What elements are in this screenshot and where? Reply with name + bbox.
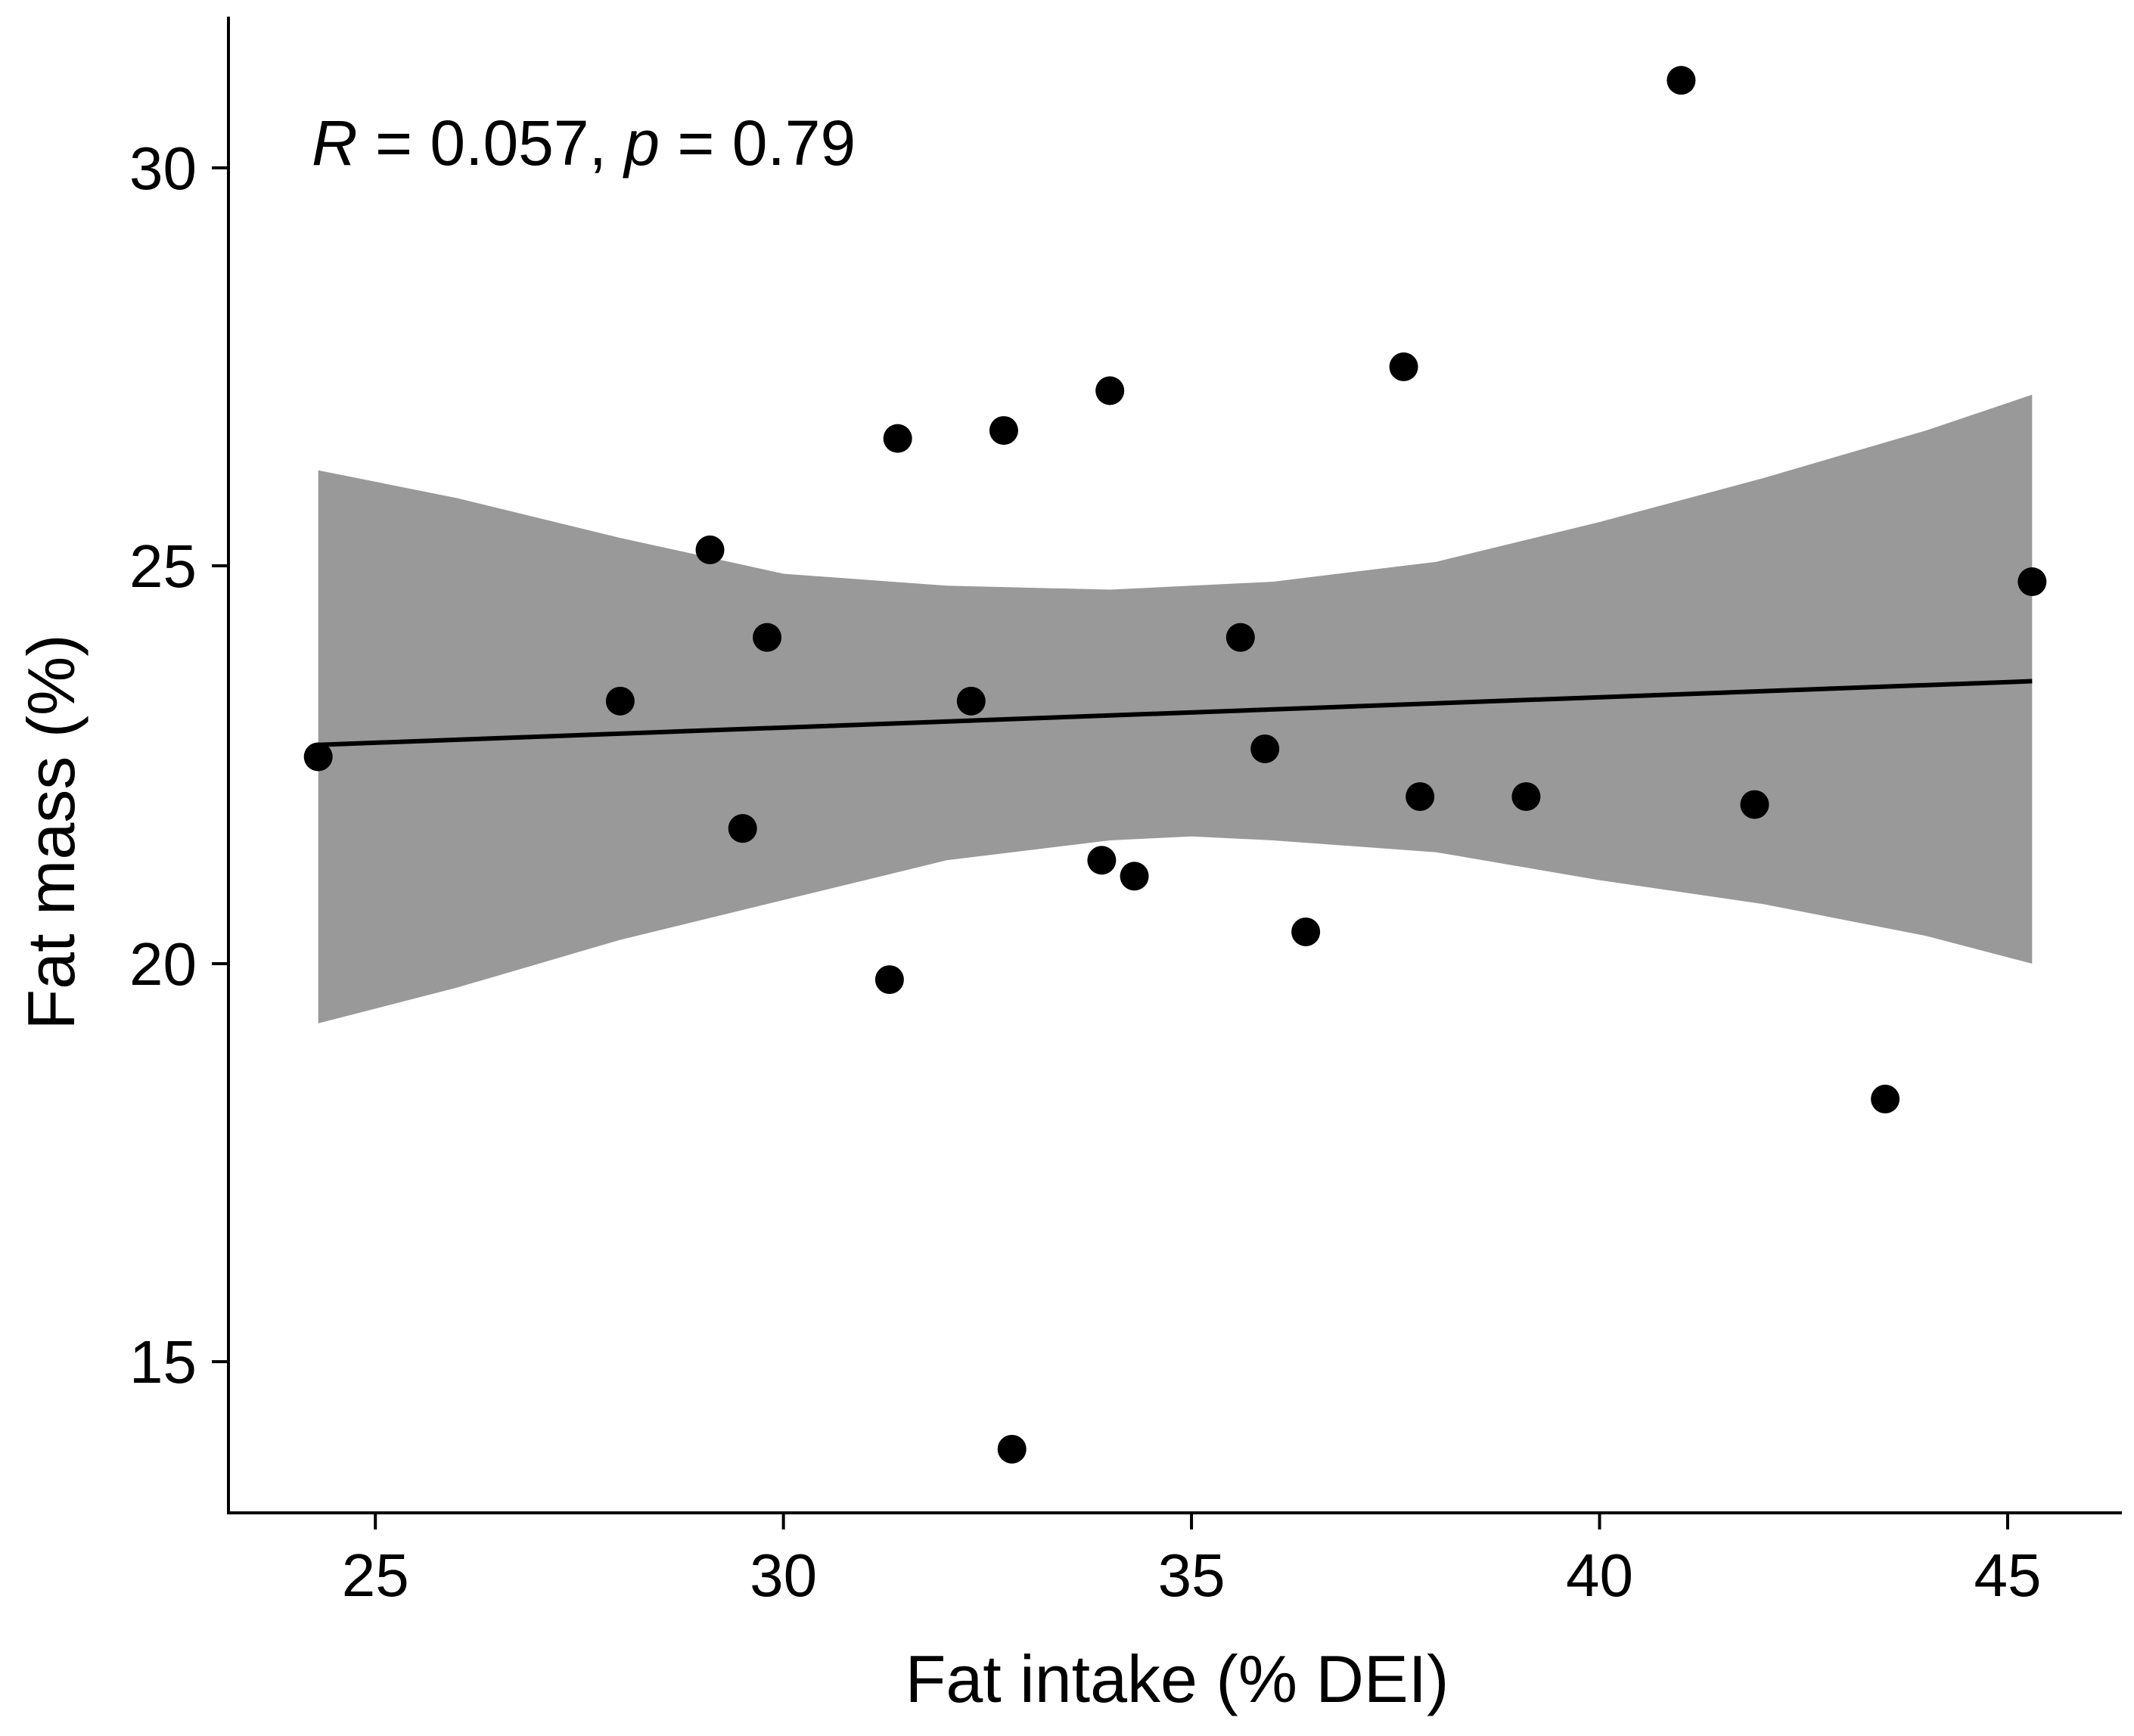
data-point <box>956 686 986 716</box>
data-point <box>303 742 333 772</box>
regression-line-layer <box>318 679 2033 747</box>
x-tick-label: 45 <box>1974 1542 2041 1609</box>
confidence-band-layer <box>318 394 2033 1023</box>
data-point <box>695 535 725 564</box>
data-point <box>1511 782 1541 812</box>
data-point <box>605 686 635 716</box>
axes-layer: 25 30 35 40 45 15 20 25 30 <box>129 17 2122 1609</box>
x-tick-label: 30 <box>750 1542 817 1609</box>
data-point <box>883 424 912 453</box>
data-point <box>753 623 782 652</box>
data-point <box>1095 376 1125 405</box>
data-point <box>997 1434 1027 1464</box>
data-point <box>728 814 757 843</box>
r-symbol: R <box>312 107 358 179</box>
data-point <box>1250 734 1280 763</box>
regression-line <box>318 679 2033 747</box>
x-tick-label: 25 <box>342 1542 409 1609</box>
data-point <box>1291 917 1321 946</box>
y-tick-label: 20 <box>129 930 197 998</box>
p-value-text: = 0.79 <box>660 107 856 179</box>
p-symbol: p <box>622 107 660 179</box>
y-tick-label: 15 <box>129 1328 197 1396</box>
data-point <box>1871 1084 1900 1113</box>
y-axis-title: Fat mass (%) <box>14 634 89 1029</box>
x-axis-title: Fat intake (% DEI) <box>905 1641 1449 1716</box>
y-tick-label: 30 <box>129 135 197 202</box>
confidence-band <box>318 394 2033 1023</box>
data-point <box>1389 352 1418 381</box>
x-tick-label: 40 <box>1566 1542 1633 1609</box>
data-point <box>2018 567 2047 597</box>
correlation-annotation: R = 0.057, p = 0.79 <box>312 107 856 179</box>
r-value-text: = 0.057, <box>358 107 625 179</box>
data-point <box>989 416 1018 446</box>
y-tick-label: 25 <box>129 533 197 600</box>
x-tick-label: 35 <box>1158 1542 1225 1609</box>
data-point <box>1225 623 1255 652</box>
data-point <box>874 965 904 995</box>
data-point <box>1740 790 1769 819</box>
data-point <box>1406 782 1435 812</box>
data-point <box>1667 66 1696 95</box>
data-point <box>1087 846 1117 875</box>
data-points-layer <box>303 66 2047 1464</box>
data-point <box>1120 862 1149 891</box>
